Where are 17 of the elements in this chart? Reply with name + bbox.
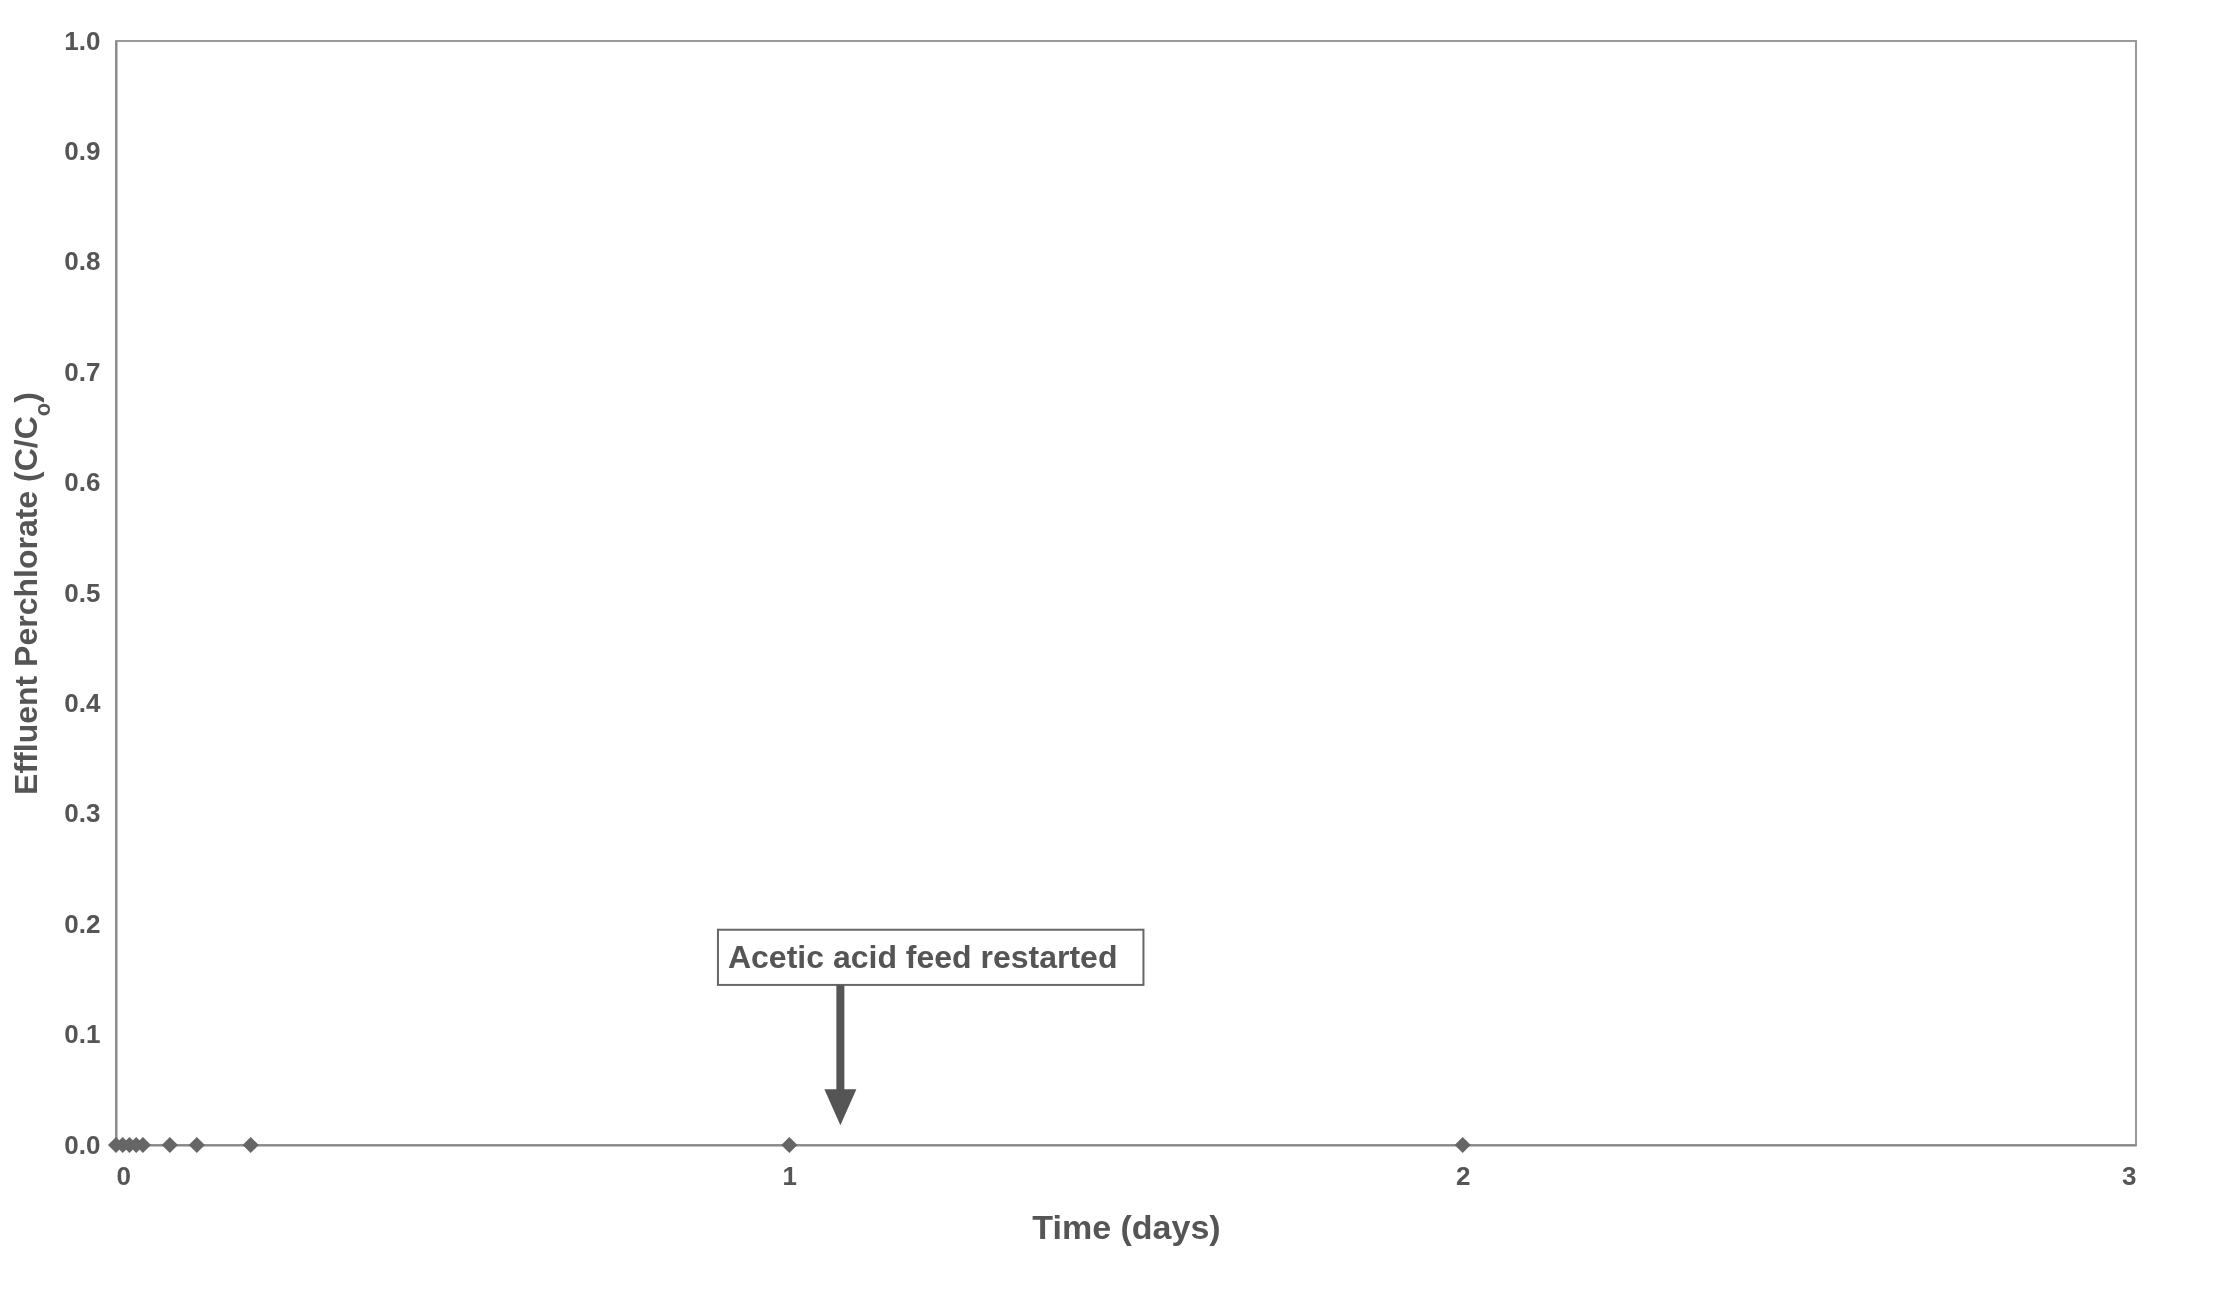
y-tick-label: 0.1	[64, 1019, 101, 1050]
y-tick-label: 0.4	[64, 687, 102, 718]
x-tick-label: 1	[782, 1160, 798, 1191]
y-tick-label: 1.0	[64, 25, 101, 56]
y-tick-label: 0.9	[64, 135, 101, 166]
y-tick-label: 0.3	[64, 798, 101, 829]
x-tick-label: 3	[2122, 1160, 2137, 1191]
y-tick-label: 0.2	[64, 908, 101, 939]
y-tick-label: 0.5	[64, 577, 101, 608]
y-tick-label: 0.8	[64, 246, 101, 277]
y-tick-label: 0.7	[64, 356, 101, 387]
y-tick-label: 0.6	[64, 467, 101, 498]
y-tick-label: 0.0	[64, 1129, 101, 1160]
x-tick-label: 0	[116, 1160, 131, 1191]
x-tick-label: 2	[1455, 1160, 1471, 1191]
annotation: Acetic acid feed restarted	[727, 938, 1118, 975]
x-axis-title: Time (days)	[1032, 1207, 1221, 1246]
